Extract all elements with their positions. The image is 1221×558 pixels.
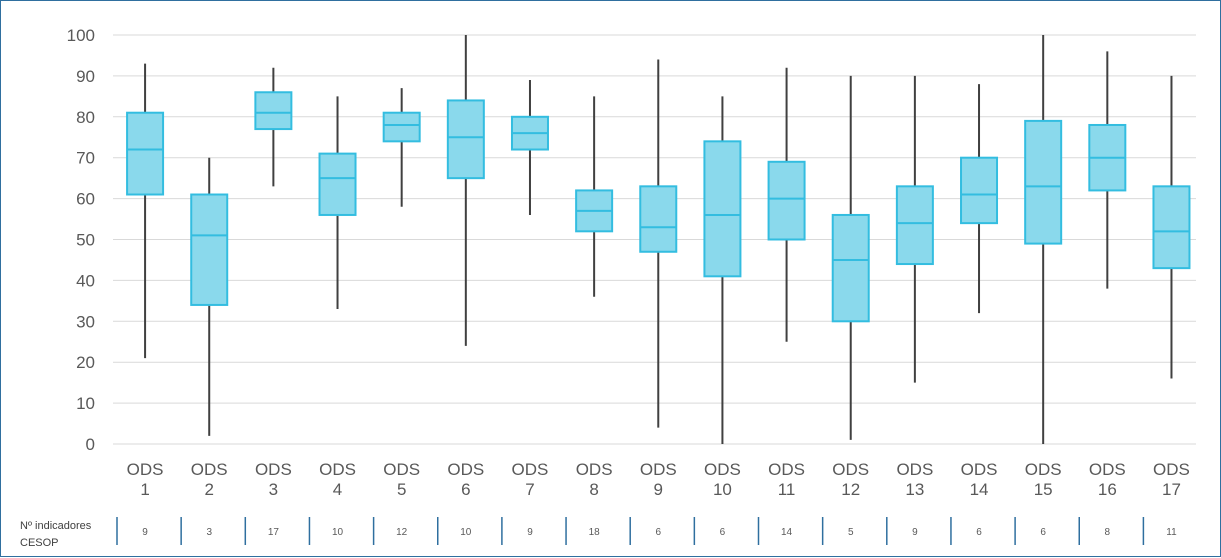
x-tick-label-line2: 7 (525, 480, 534, 499)
x-tick-label-line1: ODS (383, 460, 420, 479)
x-tick-label-line2: 12 (841, 480, 860, 499)
y-tick-label: 100 (67, 26, 95, 45)
box-ods-16 (1088, 51, 1127, 289)
x-tick-label-line1: ODS (1025, 460, 1062, 479)
y-tick-label: 50 (76, 231, 95, 250)
indicator-count: 8 (1105, 527, 1111, 538)
iqr-box (960, 156, 999, 225)
iqr-box (126, 111, 165, 196)
x-tick-label-line2: 16 (1098, 480, 1117, 499)
x-tick-label-line1: ODS (1153, 460, 1190, 479)
iqr-box (639, 185, 678, 253)
x-tick-label-line1: ODS (832, 460, 869, 479)
x-tick-label-line1: ODS (640, 460, 677, 479)
box-ods-9 (639, 59, 678, 428)
box-ods-14 (960, 84, 999, 314)
x-tick-label-line2: 15 (1034, 480, 1053, 499)
x-tick-label-line2: 14 (970, 480, 989, 499)
iqr-box (190, 193, 229, 306)
indicator-count: 6 (1040, 527, 1046, 538)
x-tick-label-line2: 3 (269, 480, 278, 499)
box-ods-1 (126, 63, 165, 359)
box-ods-17 (1152, 75, 1191, 379)
box-ods-12 (831, 75, 870, 440)
x-tick-label-line1: ODS (255, 460, 292, 479)
iqr-box (382, 111, 421, 143)
iqr-box (318, 152, 357, 216)
y-tick-label: 90 (76, 67, 95, 86)
indicator-count: 6 (976, 527, 982, 538)
y-tick-label: 10 (76, 394, 95, 413)
indicator-count: 12 (396, 527, 408, 538)
x-tick-label-line2: 8 (589, 480, 598, 499)
box-ods-7 (510, 79, 549, 215)
indicator-count: 9 (142, 527, 148, 538)
box-ods-2 (190, 157, 229, 436)
x-tick-label-line1: ODS (576, 460, 613, 479)
indicator-count: 17 (268, 527, 280, 538)
x-tick-label-line1: ODS (768, 460, 805, 479)
indicator-count: 9 (527, 527, 533, 538)
box-ods-10 (703, 96, 742, 444)
indicator-count: 11 (1166, 527, 1177, 538)
iqr-box (446, 99, 485, 180)
x-tick-label-line2: 1 (140, 480, 149, 499)
x-tick-label-line1: ODS (704, 460, 741, 479)
box-ods-4 (318, 96, 357, 310)
y-tick-label: 20 (76, 353, 95, 372)
box-ods-13 (895, 75, 934, 383)
y-tick-label: 0 (86, 435, 95, 454)
x-tick-label-line1: ODS (127, 460, 164, 479)
x-tick-label-line2: 5 (397, 480, 406, 499)
x-tick-label-line2: 4 (333, 480, 342, 499)
box-ods-11 (767, 67, 806, 342)
indicator-count: 6 (720, 527, 726, 538)
indicator-count: 10 (332, 527, 344, 538)
iqr-box (703, 140, 742, 278)
y-tick-label: 40 (76, 271, 95, 290)
box-ods-15 (1024, 35, 1063, 444)
indicator-count: 10 (460, 527, 472, 538)
x-tick-label-line1: ODS (512, 460, 549, 479)
iqr-box (254, 91, 293, 131)
indicator-count: 3 (206, 527, 212, 538)
iqr-box (767, 160, 806, 241)
x-tick-label-line2: 6 (461, 480, 470, 499)
x-tick-label-line1: ODS (1089, 460, 1126, 479)
indicator-count: 18 (589, 527, 601, 538)
iqr-box (831, 213, 870, 323)
iqr-box (1152, 185, 1191, 270)
indicator-count: 5 (848, 527, 854, 538)
box-ods-5 (382, 88, 421, 207)
y-tick-label: 70 (76, 149, 95, 168)
iqr-box (895, 185, 934, 266)
footer-label-line2: CESOP (20, 537, 59, 549)
y-tick-label: 80 (76, 108, 95, 127)
x-tick-label-line2: 9 (654, 480, 663, 499)
indicator-count: 6 (655, 527, 661, 538)
x-tick-label-line1: ODS (896, 460, 933, 479)
x-tick-label-line2: 11 (778, 480, 796, 499)
x-tick-label-line2: 13 (905, 480, 924, 499)
x-tick-label-line1: ODS (447, 460, 484, 479)
box-ods-3 (254, 67, 293, 187)
x-tick-label-line2: 10 (713, 480, 732, 499)
x-tick-label-line2: 2 (204, 480, 213, 499)
box-ods-6 (446, 35, 485, 346)
x-tick-label-line1: ODS (319, 460, 356, 479)
x-tick-label-line2: 17 (1162, 480, 1181, 499)
y-tick-label: 30 (76, 312, 95, 331)
x-tick-label-line1: ODS (191, 460, 228, 479)
y-tick-label: 60 (76, 190, 95, 209)
box-ods-8 (575, 96, 614, 297)
x-tick-label-line1: ODS (961, 460, 998, 479)
indicator-count: 14 (781, 527, 793, 538)
footer-label-line1: Nº indicadores (20, 520, 92, 532)
indicator-count: 9 (912, 527, 918, 538)
iqr-box (1024, 119, 1063, 245)
